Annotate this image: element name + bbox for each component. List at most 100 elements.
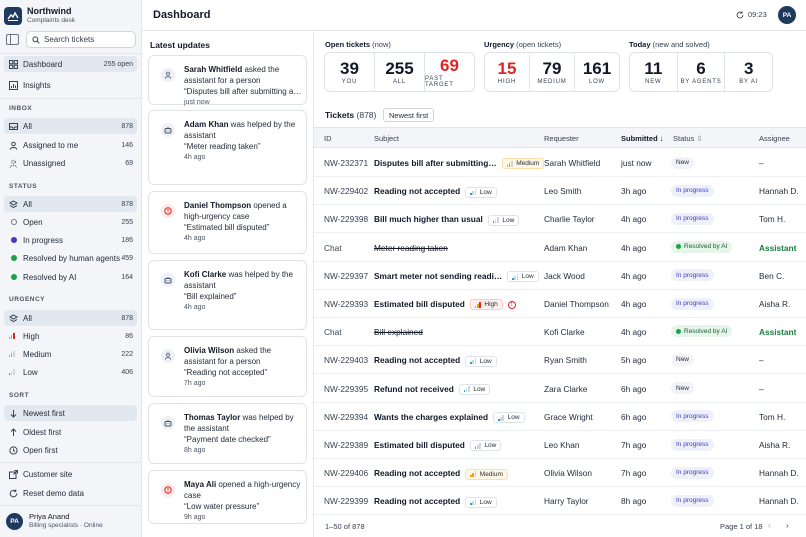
ticket-id[interactable]: Chat [324, 327, 342, 338]
table-row[interactable]: NW-229397 Smart meter not sending readi… L… [314, 262, 806, 290]
ticket-id[interactable]: NW-229389 [324, 440, 369, 450]
status-resolved-human[interactable]: Resolved by human agents 459 [4, 250, 137, 266]
table-row[interactable]: NW-229403 Reading not accepted Low Ryan Smi… [314, 346, 806, 375]
col-status[interactable]: Status ⇕ [673, 134, 703, 143]
table-row[interactable]: NW-229389 Estimated bill disputed Low Leo K… [314, 431, 806, 459]
ticket-subject[interactable]: Estimated bill disputed Low [374, 440, 502, 452]
sort-open-first[interactable]: Open first [4, 442, 137, 458]
col-assignee[interactable]: Assignee [759, 134, 790, 143]
ticket-subject[interactable]: Reading not accepted Medium [374, 468, 508, 480]
ticket-subject[interactable]: Reading not accepted Low [374, 496, 497, 508]
inbox-all[interactable]: All 878 [4, 118, 137, 134]
ticket-id[interactable]: NW-232371 [324, 158, 369, 168]
stat-cell[interactable]: 11 NEW [630, 53, 678, 91]
ticket-id[interactable]: NW-229398 [324, 214, 369, 225]
avatar[interactable]: PA [778, 6, 796, 24]
ticket-id[interactable]: NW-229403 [324, 355, 369, 366]
ticket-id[interactable]: NW-229406 [324, 468, 369, 479]
urgency-all[interactable]: All 878 [4, 310, 137, 326]
stat-cell[interactable]: 39 YOU [325, 53, 375, 91]
table-row[interactable]: NW-229393 Estimated bill disputed High! Dan… [314, 290, 806, 318]
sort-newest[interactable]: Newest first [4, 405, 137, 421]
stat-cell[interactable]: 161 LOW [575, 53, 619, 91]
stat-cell[interactable]: 255 ALL [375, 53, 425, 91]
stat-cell[interactable]: 79 MEDIUM [530, 53, 575, 91]
ticket-subject[interactable]: Bill much higher than usual Low [374, 214, 520, 226]
status-badge: In progress [671, 212, 714, 225]
update-card[interactable]: Thomas Taylor was helped by the assistan… [148, 403, 307, 464]
col-subject[interactable]: Subject [374, 134, 400, 143]
inbox-unassigned[interactable]: Unassigned 69 [4, 155, 137, 171]
table-row[interactable]: Chat Bill explained Kofi Clarke 4h ago Resol… [314, 318, 806, 347]
sort-oldest[interactable]: Oldest first [4, 424, 137, 440]
ticket-subject[interactable]: Wants the charges explained Low [374, 412, 525, 424]
col-requester[interactable]: Requester [544, 134, 579, 143]
col-id[interactable]: ID [324, 134, 332, 143]
table-row[interactable]: NW-229398 Bill much higher than usual Low C… [314, 205, 806, 234]
ticket-id[interactable]: NW-229394 [324, 411, 369, 422]
search-box[interactable] [26, 31, 136, 48]
ticket-subject[interactable]: Estimated bill disputed High! [374, 299, 516, 311]
update-card[interactable]: Sarah Whitfield asked the assistant for … [148, 55, 307, 106]
stat-cell[interactable]: 69 PAST TARGET [425, 53, 474, 91]
status-all[interactable]: All 878 [4, 196, 137, 212]
table-row[interactable]: NW-229402 Reading not accepted Low Leo Smit… [314, 177, 806, 206]
update-card[interactable]: Maya Ali opened a high-urgency case “Low … [148, 470, 307, 524]
table-row[interactable]: NW-229399 Reading not accepted Low Harry Ta… [314, 487, 806, 516]
table-row[interactable]: NW-229406 Reading not accepted Medium Olivi… [314, 459, 806, 488]
ticket-subject[interactable]: Bill explained [374, 327, 423, 337]
urgency-medium[interactable]: Medium 222 [4, 346, 137, 362]
table-row[interactable]: NW-229394 Wants the charges explained Low G… [314, 403, 806, 431]
ticket-id[interactable]: Chat [324, 242, 342, 253]
ticket-subject[interactable]: Reading not accepted Low [374, 355, 497, 367]
status-in-progress[interactable]: In progress 186 [4, 232, 137, 248]
alert-icon [161, 204, 175, 218]
update-card[interactable]: Adam Khan was helped by the assistant “Me… [148, 110, 307, 185]
customer-site-link[interactable]: Customer site [4, 466, 137, 482]
col-submitted[interactable]: Submitted ↓ [621, 134, 664, 143]
next-page-icon[interactable]: › [786, 521, 789, 530]
table-row[interactable]: NW-232371 Disputes bill after submitting…… [314, 149, 806, 177]
ticket-subject[interactable]: Disputes bill after submitting… Medium [374, 158, 545, 170]
ticket-assignee: Hannah D. [759, 468, 799, 479]
reset-demo-button[interactable]: Reset demo data [4, 485, 137, 501]
brand[interactable]: Northwind Complaints desk [4, 6, 75, 25]
update-card[interactable]: Olivia Wilson asked the assistant for a … [148, 336, 307, 397]
update-card[interactable]: Daniel Thompson opened a high-urgency ca… [148, 191, 307, 254]
ticket-subject[interactable]: Meter reading taken [374, 243, 448, 253]
ticket-id[interactable]: NW-229399 [324, 496, 369, 507]
refresh-time[interactable]: 09:23 [736, 10, 767, 19]
table-row[interactable]: NW-229395 Refund not received Low Zara Clar… [314, 375, 806, 403]
ticket-id[interactable]: NW-229393 [324, 299, 369, 309]
prev-page-icon[interactable]: ‹ [768, 521, 771, 530]
update-quote: “Reading not accepted” [184, 368, 268, 377]
ticket-subject[interactable]: Reading not accepted Low [374, 186, 497, 198]
table-row[interactable]: Chat Meter reading taken Adam Khan 4h ago Re… [314, 234, 806, 262]
urgency-low[interactable]: Low 406 [4, 364, 137, 380]
urgency-high[interactable]: High 86 [4, 328, 137, 344]
status-open[interactable]: Open 255 [4, 214, 137, 230]
stat-cell[interactable]: 6 BY AGENTS [678, 53, 726, 91]
ticket-id[interactable]: NW-229397 [324, 270, 369, 281]
update-card[interactable]: Kofi Clarke was helped by the assistant “… [148, 260, 307, 330]
search-input[interactable] [44, 35, 134, 44]
stat-cell[interactable]: 3 BY AI [725, 53, 772, 91]
ticket-id[interactable]: NW-229395 [324, 383, 369, 394]
ticket-id[interactable]: NW-229402 [324, 186, 369, 197]
stat-caption: YOU [341, 78, 358, 85]
sidebar-toggle-icon[interactable] [6, 34, 19, 45]
status-resolved-ai[interactable]: Resolved by AI 164 [4, 269, 137, 285]
nav-dashboard[interactable]: Dashboard 255 open [4, 56, 137, 72]
ticket-submitted: 8h ago [621, 496, 647, 507]
status-resolved-ai-label: Resolved by AI [23, 272, 77, 282]
stat-cell[interactable]: 15 HIGH [485, 53, 530, 91]
priority-badge: Medium [501, 158, 545, 170]
user-profile[interactable]: PA Priya Anand Billing specialists · Onl… [6, 512, 103, 530]
sort-dropdown[interactable]: Newest first [383, 108, 435, 122]
inbox-assigned[interactable]: Assigned to me 146 [4, 137, 137, 153]
priority-badge: Low [469, 440, 502, 452]
ticket-subject[interactable]: Refund not received Low [374, 384, 491, 395]
priority-label: Low [484, 442, 497, 450]
nav-insights[interactable]: Insights [4, 77, 137, 93]
ticket-subject[interactable]: Smart meter not sending readi… Low [374, 271, 539, 283]
